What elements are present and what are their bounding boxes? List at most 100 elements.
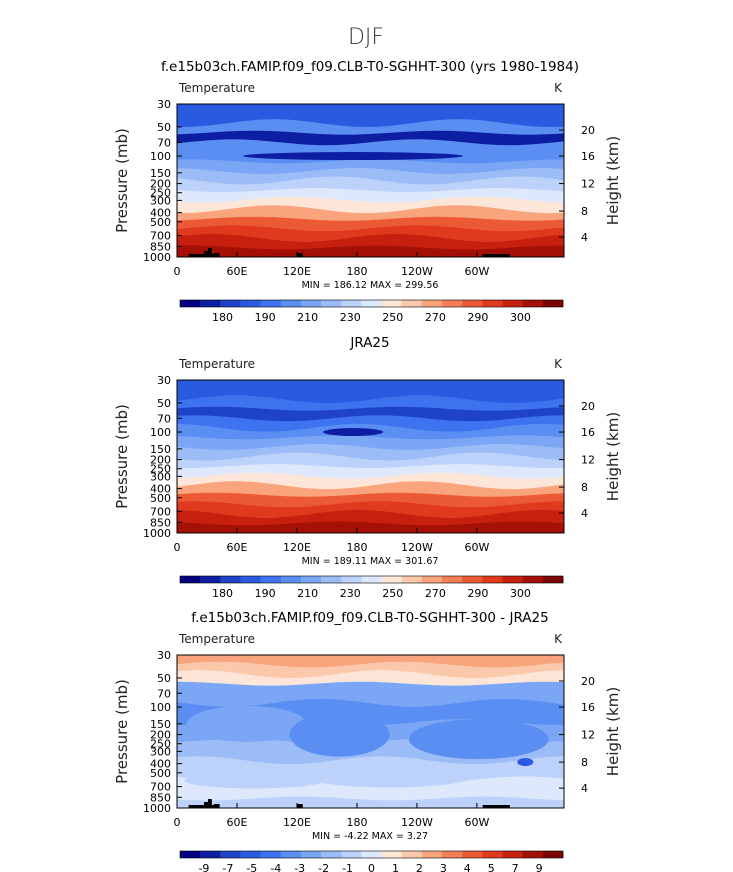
colorbar-label: -5 xyxy=(246,862,257,872)
height-axis-title: Height (km) xyxy=(604,136,622,225)
min-max-stats: MIN = 189.11 MAX = 301.67 xyxy=(302,556,439,567)
topography-mask xyxy=(207,248,212,257)
x-tick-label: 0 xyxy=(174,265,181,278)
chart-panel-1: f.e15b03ch.FAMIP.f09_f09.CLB-T0-SGHHT-30… xyxy=(113,59,622,324)
colorbar-swatch xyxy=(421,576,443,583)
topography-mask xyxy=(204,251,210,257)
colorbar-swatch xyxy=(381,576,403,583)
colorbar-label: 9 xyxy=(536,862,543,872)
colorbar-label: -4 xyxy=(270,862,281,872)
height-tick-label: 20 xyxy=(581,400,595,413)
x-tick-label: 120E xyxy=(283,265,311,278)
y-tick-label: 30 xyxy=(157,374,171,387)
page-title: DJF xyxy=(348,25,384,50)
colorbar-label: -9 xyxy=(198,862,209,872)
colorbar-swatch xyxy=(381,300,403,307)
colorbar-label: 300 xyxy=(510,311,531,324)
cold-core xyxy=(243,152,464,161)
y-tick-label: 400 xyxy=(150,483,171,496)
y-tick-label: 500 xyxy=(150,492,171,505)
y-tick-label: 700 xyxy=(150,781,171,794)
chart-title: JRA25 xyxy=(349,335,389,351)
colorbar-swatch xyxy=(421,300,443,307)
contour-band xyxy=(177,655,564,669)
colorbar-swatch xyxy=(482,851,503,858)
contour-band xyxy=(177,233,564,252)
colorbar-swatch xyxy=(260,300,282,307)
y-tick-label: 250 xyxy=(150,187,171,200)
height-tick-label: 12 xyxy=(581,454,595,467)
colorbar-swatch xyxy=(421,851,443,858)
topography-mask xyxy=(213,804,220,808)
x-tick-label: 60E xyxy=(227,816,248,829)
y-tick-label: 100 xyxy=(150,701,171,714)
cold-core xyxy=(323,428,384,437)
colorbar-label: 180 xyxy=(212,311,233,324)
colorbar-swatch xyxy=(401,851,423,858)
x-tick-label: 120W xyxy=(401,265,433,278)
contour-band xyxy=(177,670,564,688)
colorbar-swatch xyxy=(200,851,221,858)
colorbar-swatch xyxy=(502,576,523,583)
colorbar-swatch xyxy=(180,851,201,858)
colorbar-label: 190 xyxy=(255,587,276,600)
contour-band xyxy=(177,756,564,774)
y-tick-label: 200 xyxy=(150,454,171,467)
colorbar-swatch xyxy=(280,576,302,583)
topography-mask xyxy=(482,254,510,257)
variable-label: Temperature xyxy=(178,357,255,371)
x-tick-label: 120E xyxy=(283,541,311,554)
contour-band xyxy=(177,501,564,518)
colorbar-frame xyxy=(179,299,564,308)
colorbar-swatch xyxy=(542,851,564,858)
variable-label: Temperature xyxy=(178,632,255,646)
difference-region xyxy=(408,719,549,760)
colorbar-swatch xyxy=(200,576,221,583)
colorbar-swatch xyxy=(442,576,463,583)
colorbar-swatch xyxy=(300,300,322,307)
colorbar-swatch xyxy=(361,851,382,858)
colorbar-swatch xyxy=(442,851,463,858)
contour-field xyxy=(177,655,564,808)
colorbar-swatch xyxy=(300,576,322,583)
colorbar-swatch xyxy=(220,576,241,583)
topography-mask xyxy=(204,802,210,808)
colorbar-swatch xyxy=(341,851,362,858)
colorbar-swatch xyxy=(280,851,302,858)
chart-panel-3: f.e15b03ch.FAMIP.f09_f09.CLB-T0-SGHHT-30… xyxy=(113,610,622,872)
units-label: K xyxy=(554,632,563,646)
difference-region xyxy=(289,712,390,757)
height-tick-label: 20 xyxy=(581,124,595,137)
variable-label: Temperature xyxy=(178,81,255,95)
plot-frame xyxy=(176,103,565,258)
y-tick-label: 1000 xyxy=(143,251,171,264)
x-tick-label: 60W xyxy=(464,816,489,829)
height-tick-label: 16 xyxy=(581,701,595,714)
colorbar-frame xyxy=(179,850,564,859)
height-tick-label: 4 xyxy=(581,231,588,244)
height-tick-label: 20 xyxy=(581,675,595,688)
colorbar-label: 190 xyxy=(255,311,276,324)
x-tick-label: 60E xyxy=(227,265,248,278)
y-tick-label: 50 xyxy=(157,121,171,134)
colorbar-swatch xyxy=(321,851,342,858)
x-tick-label: 180 xyxy=(346,265,367,278)
contour-field xyxy=(177,380,564,533)
y-tick-label: 100 xyxy=(150,426,171,439)
topography-mask xyxy=(482,805,510,808)
colorbar-swatch xyxy=(482,300,503,307)
contour-band xyxy=(177,492,564,509)
height-axis-title: Height (km) xyxy=(604,412,622,501)
chart-title: f.e15b03ch.FAMIP.f09_f09.CLB-T0-SGHHT-30… xyxy=(191,610,548,626)
y-tick-label: 700 xyxy=(150,230,171,243)
y-tick-label: 400 xyxy=(150,207,171,220)
colorbar-swatch xyxy=(482,576,503,583)
contour-band xyxy=(177,245,564,257)
height-tick-label: 4 xyxy=(581,782,588,795)
contour-band xyxy=(177,747,564,765)
colorbar-swatch xyxy=(280,300,302,307)
y-tick-label: 70 xyxy=(157,412,171,425)
colorbar-swatch xyxy=(200,300,221,307)
contour-band xyxy=(177,661,564,679)
